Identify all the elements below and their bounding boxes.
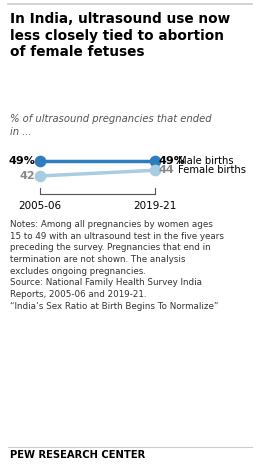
Text: PEW RESEARCH CENTER: PEW RESEARCH CENTER [10, 450, 146, 460]
Point [153, 157, 157, 165]
Text: In India, ultrasound use now
less closely tied to abortion
of female fetuses: In India, ultrasound use now less closel… [10, 12, 231, 59]
Text: 49%: 49% [159, 156, 185, 166]
Text: 42: 42 [20, 171, 35, 181]
Point [38, 157, 42, 165]
Point [153, 166, 157, 174]
Text: 2005-06: 2005-06 [19, 201, 62, 211]
Text: 2019-21: 2019-21 [133, 201, 176, 211]
Text: 49%: 49% [8, 156, 35, 166]
Text: % of ultrasound pregnancies that ended
in ...: % of ultrasound pregnancies that ended i… [10, 114, 212, 137]
Text: Notes: Among all pregnancies by women ages
15 to 49 with an ultrasound test in t: Notes: Among all pregnancies by women ag… [10, 220, 224, 311]
Text: Male births: Male births [178, 156, 234, 166]
Point [38, 172, 42, 180]
Text: Female births: Female births [178, 165, 246, 175]
Text: 44: 44 [159, 165, 174, 175]
